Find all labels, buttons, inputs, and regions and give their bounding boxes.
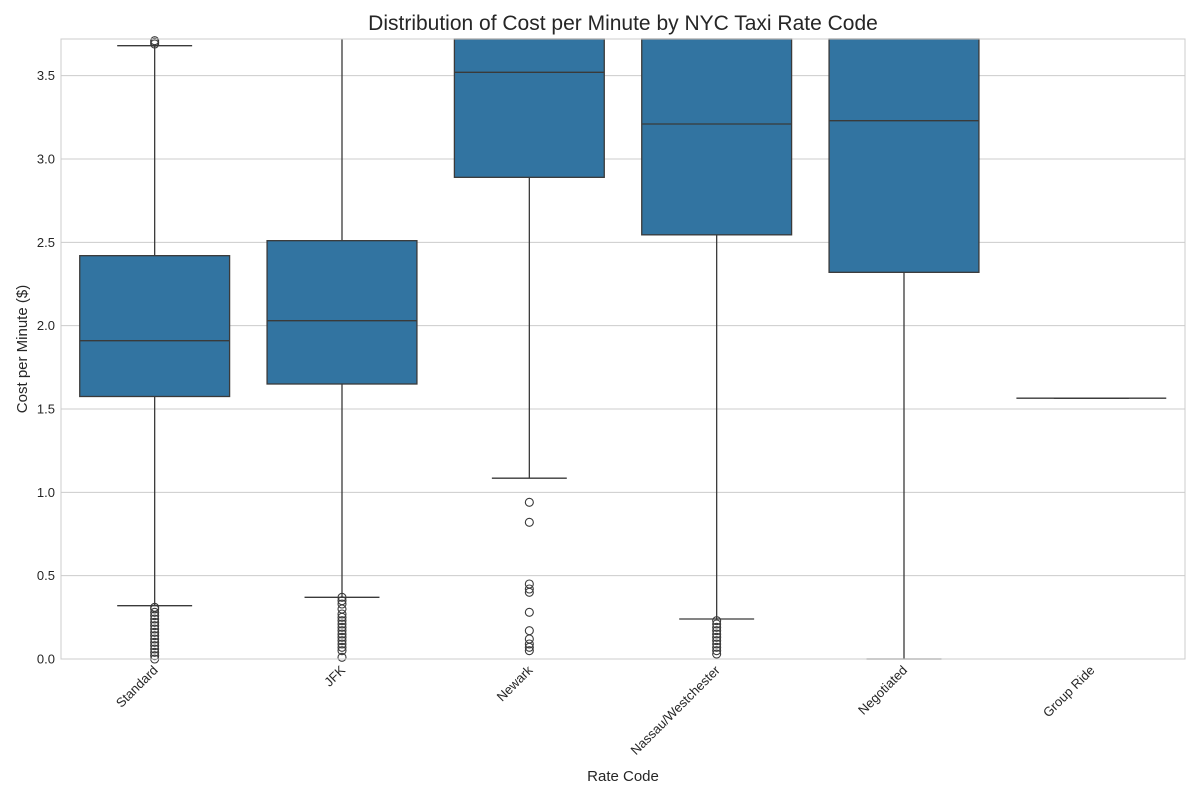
y-axis-ticks: 0.0 0.5 1.0 1.5 2.0 2.5 3.0 3.5 [37, 68, 55, 666]
outlier-point [337, 622, 347, 632]
outlier-point [524, 584, 534, 594]
outlier-point [150, 607, 160, 617]
outlier-point [712, 629, 722, 639]
box-group [453, 38, 605, 656]
y-tick-label: 2.0 [37, 318, 55, 333]
plot-frame [60, 38, 1186, 660]
x-tick-label: Group Ride [1040, 663, 1098, 721]
x-tick-label: JFK [321, 662, 348, 689]
outlier-point [712, 646, 722, 656]
outlier-point [524, 634, 534, 644]
x-tick-label: Standard [113, 663, 161, 711]
box-group [641, 38, 793, 659]
outlier-point [150, 36, 160, 46]
grid-lines [61, 75, 1185, 660]
outlier-point [337, 642, 347, 652]
outlier-point [712, 619, 722, 629]
outlier-point [337, 616, 347, 626]
outlier-point [337, 646, 347, 656]
x-tick-label: Newark [494, 662, 536, 704]
outlier-point [712, 632, 722, 642]
outlier-point [712, 616, 722, 626]
outlier-point [712, 626, 722, 636]
outlier-point [337, 592, 347, 602]
outlier-point [337, 636, 347, 646]
outlier-point [337, 632, 347, 642]
outlier-point [524, 607, 534, 617]
outlier-point [524, 497, 534, 507]
outlier-point [150, 624, 160, 634]
outlier-point [337, 599, 347, 609]
outlier-point [712, 642, 722, 652]
box-group [266, 39, 418, 662]
outlier-point [524, 579, 534, 589]
outlier-point [712, 622, 722, 632]
outlier-point [712, 636, 722, 646]
outlier-point [150, 617, 160, 627]
x-axis-ticks: Standard JFK Newark Nassau/Westchester Negot… [113, 662, 1098, 758]
outlier-point [150, 634, 160, 644]
outlier-point [150, 647, 160, 657]
y-axis-label: Cost per Minute ($) [14, 285, 31, 413]
x-tick-label: Negotiated [855, 663, 910, 718]
outlier-point [150, 637, 160, 647]
outlier-point [337, 639, 347, 649]
outlier-point [150, 641, 160, 651]
outlier-point [712, 639, 722, 649]
y-tick-label: 0.0 [37, 652, 55, 667]
iqr-box [266, 240, 418, 385]
y-tick-label: 1.0 [37, 485, 55, 500]
outlier-point [524, 517, 534, 527]
outlier-point [150, 644, 160, 654]
outlier-point [150, 621, 160, 631]
iqr-box [828, 38, 980, 273]
outlier-point [337, 619, 347, 629]
outlier-point [524, 626, 534, 636]
outlier-point [337, 652, 347, 662]
outlier-point [150, 614, 160, 624]
boxes [79, 36, 1167, 664]
x-axis-label: Rate Code [587, 768, 659, 785]
y-tick-label: 3.5 [37, 68, 55, 83]
iqr-box [641, 38, 793, 236]
y-tick-label: 0.5 [37, 568, 55, 583]
outlier-point [337, 609, 347, 619]
outlier-point [150, 651, 160, 661]
y-tick-label: 3.0 [37, 152, 55, 167]
outlier-point [712, 649, 722, 659]
chart-title: Distribution of Cost per Minute by NYC T… [368, 12, 878, 35]
outlier-point [524, 646, 534, 656]
y-tick-label: 1.5 [37, 402, 55, 417]
outlier-point [524, 639, 534, 649]
iqr-box [79, 255, 231, 398]
box-group [79, 36, 231, 664]
iqr-box [453, 38, 605, 178]
outlier-point [337, 626, 347, 636]
outlier-point [150, 631, 160, 641]
outlier-point [337, 596, 347, 606]
x-tick-label: Nassau/Westchester [628, 662, 724, 758]
outlier-point [150, 602, 160, 612]
outlier-point [337, 629, 347, 639]
y-tick-label: 2.5 [37, 235, 55, 250]
box-group [828, 38, 980, 660]
outlier-point [150, 627, 160, 637]
